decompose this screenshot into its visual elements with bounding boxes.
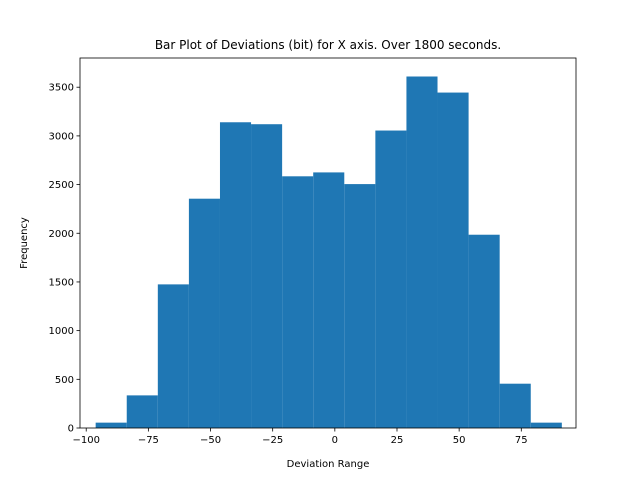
y-tick-label-5: 2500 bbox=[49, 180, 74, 191]
histogram-bar-14 bbox=[530, 422, 562, 428]
x-tick-label-1: −75 bbox=[138, 435, 159, 446]
y-axis-label: Frequency bbox=[19, 217, 30, 269]
y-tick-label-4: 2000 bbox=[49, 229, 74, 240]
histogram-bar-11 bbox=[437, 92, 469, 428]
histogram-bar-13 bbox=[499, 383, 531, 428]
chart-title: Bar Plot of Deviations (bit) for X axis.… bbox=[155, 38, 501, 52]
histogram-bar-2 bbox=[157, 284, 189, 428]
x-tick-label-4: 0 bbox=[332, 435, 338, 446]
histogram-bar-3 bbox=[188, 198, 220, 428]
x-tick-label-2: −50 bbox=[200, 435, 221, 446]
y-tick-label-2: 1000 bbox=[49, 326, 74, 337]
x-tick-label-3: −25 bbox=[262, 435, 283, 446]
histogram-bar-4 bbox=[219, 122, 252, 429]
histogram-bar-7 bbox=[313, 172, 345, 428]
y-tick-label-6: 3000 bbox=[49, 131, 74, 142]
bars-group bbox=[95, 76, 562, 429]
x-tick-label-7: 75 bbox=[515, 435, 528, 446]
y-tick-label-1: 500 bbox=[55, 375, 74, 386]
histogram-bar-5 bbox=[251, 124, 283, 429]
y-axis-ticks: 0 500 1000 1500 2000 2500 3000 3500 bbox=[49, 83, 80, 435]
y-tick-label-3: 1500 bbox=[49, 277, 74, 288]
x-tick-label-6: 50 bbox=[453, 435, 466, 446]
histogram-bar-9 bbox=[375, 130, 407, 428]
x-axis-ticks: −100 −75 −50 −25 0 25 50 75 bbox=[72, 428, 528, 446]
x-tick-label-0: −100 bbox=[72, 435, 99, 446]
axes-frame bbox=[79, 57, 577, 429]
histogram-bar-8 bbox=[344, 184, 376, 428]
x-tick-label-5: 25 bbox=[391, 435, 404, 446]
histogram-bar-10 bbox=[406, 76, 438, 428]
x-axis-label: Deviation Range bbox=[287, 459, 370, 470]
y-tick-label-7: 3500 bbox=[49, 83, 74, 94]
histogram-bar-6 bbox=[282, 176, 314, 428]
y-tick-label-0: 0 bbox=[68, 424, 74, 435]
histogram-bar-1 bbox=[126, 395, 158, 428]
histogram-bar-12 bbox=[468, 234, 500, 428]
histogram-bar-0 bbox=[95, 422, 127, 428]
